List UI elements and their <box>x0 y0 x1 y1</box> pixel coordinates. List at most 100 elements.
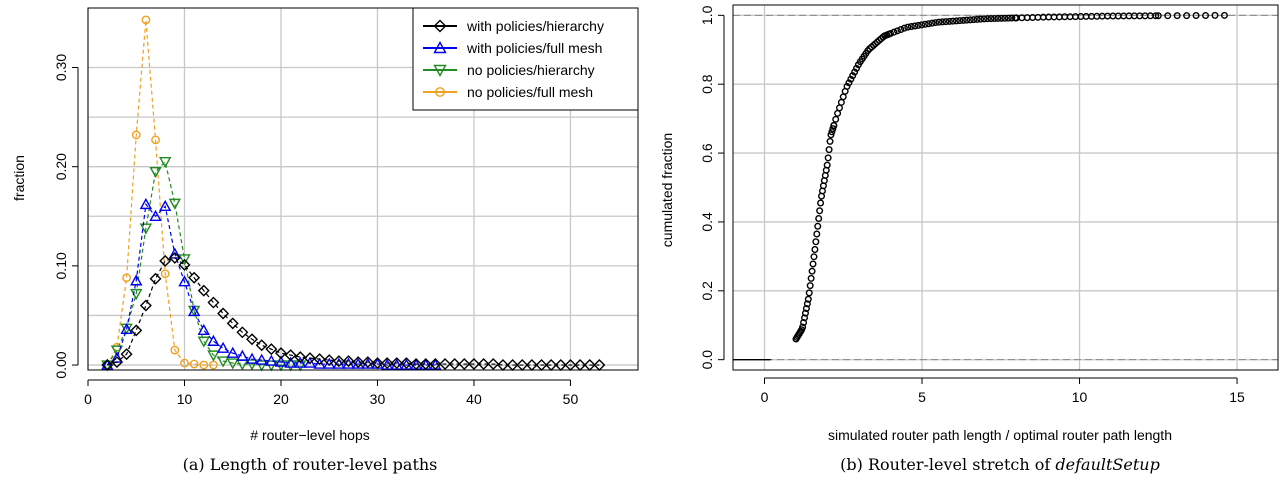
data-point <box>255 360 268 372</box>
data-point <box>352 356 365 369</box>
data-point <box>141 15 151 25</box>
series-line <box>106 19 214 366</box>
stretch-point <box>1220 11 1228 19</box>
stretch-point <box>1211 11 1219 19</box>
data-point <box>303 356 317 368</box>
stretch-point <box>1183 12 1191 20</box>
stretch-point <box>849 72 857 80</box>
stretch-point <box>815 214 823 222</box>
data-point <box>448 358 461 371</box>
data-point <box>188 271 201 284</box>
data-point <box>217 307 230 320</box>
chart-router-level-stretch: 0 5 10 15 0.0 0.2 0.4 0.6 0.8 1.0 simulated route… <box>659 4 1279 474</box>
legend-label: with policies/hierarchy <box>466 18 604 34</box>
stretch-point <box>810 253 818 261</box>
chart-router-level-hops: 0 10 20 30 40 50 0.00 0.10 0.20 0.30 with policie… <box>11 7 639 474</box>
legend-label: no policies/full mesh <box>467 84 593 100</box>
stretch-point <box>828 128 836 136</box>
data-point <box>255 339 268 352</box>
data-point <box>110 345 124 357</box>
data-point <box>168 198 182 210</box>
data-point <box>189 359 199 369</box>
right-y-tick-label: 0.8 <box>699 74 715 94</box>
stretch-point <box>938 18 946 26</box>
data-point <box>390 357 403 370</box>
right-y-tick-label: 1.0 <box>699 5 715 25</box>
data-point <box>207 334 220 346</box>
data-point <box>216 341 230 353</box>
legend-label: with policies/full mesh <box>466 40 602 56</box>
stretch-point <box>963 16 971 24</box>
data-point <box>294 356 307 368</box>
stretch-point <box>911 22 919 30</box>
left-x-axis-label: # router−level hops <box>250 427 369 443</box>
stretch-point <box>800 318 808 326</box>
data-point <box>313 353 326 366</box>
data-point <box>149 209 162 221</box>
right-y-tick-label: 0.4 <box>699 212 715 232</box>
stretch-point <box>806 282 814 290</box>
stretch-point <box>824 154 832 162</box>
data-point <box>419 358 432 371</box>
right-x-axis-label: simulated router path length / optimal r… <box>828 427 1172 443</box>
right-plot-frame <box>732 4 1279 371</box>
data-point <box>207 350 220 362</box>
data-point <box>226 346 239 358</box>
legend-marker <box>433 19 447 33</box>
data-point <box>120 322 133 335</box>
stretch-point <box>832 115 840 123</box>
data-point <box>381 357 394 370</box>
left-axes: 0 10 20 30 40 50 0.00 0.10 0.20 0.30 <box>53 54 578 407</box>
stretch-points <box>792 11 1228 343</box>
data-point <box>168 251 181 264</box>
right-x-tick-label: 0 <box>761 389 769 405</box>
data-point <box>216 356 230 368</box>
data-point <box>410 358 423 371</box>
data-point <box>197 323 210 336</box>
data-point <box>159 199 172 212</box>
stretch-point <box>808 267 816 275</box>
data-point <box>226 317 239 330</box>
right-caption-prefix: (b) Router-level stretch of <box>840 455 1055 474</box>
stretch-point <box>887 30 895 38</box>
data-point <box>178 275 191 287</box>
stretch-point <box>813 230 821 238</box>
data-point <box>180 358 189 368</box>
data-point <box>207 296 220 309</box>
left-y-tick-label: 0.20 <box>53 153 69 180</box>
stretch-point <box>1001 14 1009 22</box>
data-point <box>439 358 452 371</box>
stretch-point <box>827 131 835 139</box>
data-point <box>284 349 297 362</box>
stretch-point <box>1164 12 1172 20</box>
stretch-point <box>959 16 967 24</box>
right-y-tick-label: 0.6 <box>699 143 715 163</box>
data-point <box>265 343 278 356</box>
stretch-point <box>1173 12 1181 20</box>
left-y-tick-label: 0.00 <box>53 351 69 378</box>
stretch-point <box>803 300 811 308</box>
data-point <box>284 356 297 368</box>
data-point <box>131 130 141 140</box>
data-point <box>255 353 268 365</box>
stretch-point <box>990 15 998 23</box>
stretch-point <box>1152 12 1160 20</box>
data-point <box>149 272 162 285</box>
stretch-point <box>1004 14 1012 22</box>
stretch-point <box>837 98 845 106</box>
stretch-point <box>830 122 838 130</box>
left-x-tick-label: 20 <box>273 391 289 407</box>
right-y-axis-label: cumulated fraction <box>659 133 675 247</box>
stretch-point <box>945 17 953 25</box>
right-x-tick-label: 5 <box>918 389 926 405</box>
left-series <box>101 15 606 372</box>
legend-entry: with policies/hierarchy <box>423 18 604 34</box>
stretch-point <box>843 82 851 90</box>
legend-label: no policies/hierarchy <box>467 62 595 78</box>
stretch-point <box>893 27 901 35</box>
left-y-axis-label: fraction <box>11 155 27 201</box>
stretch-point <box>973 15 981 23</box>
data-point <box>199 360 209 370</box>
stretch-point <box>826 137 834 145</box>
